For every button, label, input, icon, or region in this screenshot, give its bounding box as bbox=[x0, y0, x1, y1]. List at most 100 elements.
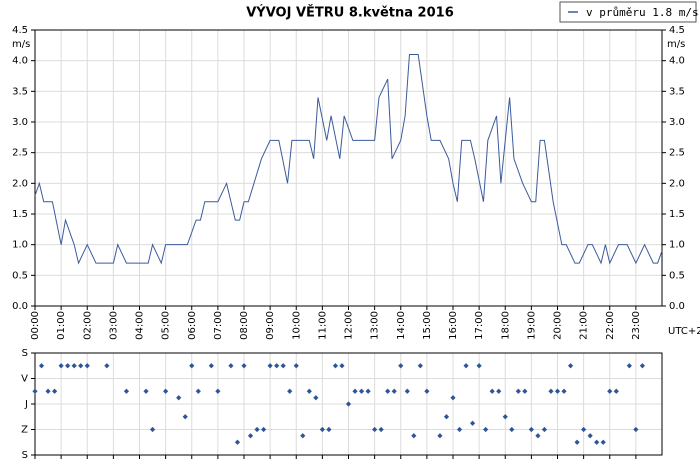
x-tick-label: 14:00 bbox=[396, 311, 407, 340]
direction-marker bbox=[313, 395, 319, 401]
direction-marker bbox=[541, 426, 548, 433]
direction-marker bbox=[456, 426, 463, 433]
direction-marker bbox=[143, 388, 149, 394]
direction-marker bbox=[437, 433, 443, 439]
y-tick-label: S bbox=[22, 450, 28, 460]
direction-marker bbox=[339, 363, 345, 369]
x-tick-label: 20:00 bbox=[553, 311, 564, 340]
direction-marker bbox=[247, 433, 254, 439]
direction-marker bbox=[613, 388, 619, 394]
y-unit: m/s bbox=[12, 39, 30, 50]
x-tick-label: 03:00 bbox=[108, 311, 119, 340]
y-tick-label-right: 2.0 bbox=[669, 178, 685, 189]
direction-marker bbox=[378, 426, 384, 433]
direction-marker bbox=[607, 388, 613, 394]
direction-marker bbox=[38, 363, 45, 369]
x-tick-label: 11:00 bbox=[317, 311, 328, 340]
direction-marker bbox=[306, 388, 312, 394]
direction-marker bbox=[372, 426, 378, 433]
direction-marker bbox=[509, 426, 515, 433]
x-tick-label: 22:00 bbox=[605, 311, 616, 340]
x-tick-label: 17:00 bbox=[474, 311, 485, 340]
direction-marker bbox=[78, 363, 84, 369]
direction-marker bbox=[411, 433, 417, 439]
direction-marker bbox=[450, 395, 456, 401]
y-tick-label-right: 3.0 bbox=[669, 117, 685, 128]
x-tick-label: 15:00 bbox=[422, 311, 433, 340]
legend-label: v průměru 1.8 m/s bbox=[586, 6, 699, 19]
y-tick-label: 4.0 bbox=[12, 56, 28, 67]
direction-marker bbox=[45, 388, 51, 394]
direction-marker bbox=[352, 388, 358, 394]
y-tick-label-right: 3.5 bbox=[669, 86, 685, 97]
direction-marker bbox=[176, 395, 182, 401]
y-tick-label: 3.0 bbox=[12, 117, 28, 128]
y-tick-label-right: 0.5 bbox=[669, 270, 685, 281]
wind-line bbox=[34, 54, 663, 265]
direction-marker bbox=[260, 426, 267, 433]
x-tick-label: 10:00 bbox=[291, 311, 302, 340]
y-tick-label: 3.5 bbox=[12, 86, 28, 97]
y-tick-label-right: 1.5 bbox=[669, 209, 685, 220]
direction-marker bbox=[548, 388, 554, 394]
y-tick-label: 1.0 bbox=[12, 240, 28, 251]
direction-marker bbox=[424, 388, 430, 394]
x-tick-label: 04:00 bbox=[135, 311, 146, 340]
direction-marker bbox=[319, 426, 325, 433]
x-tick-label: 09:00 bbox=[265, 311, 276, 340]
direction-marker bbox=[502, 414, 508, 420]
y-tick-label: 1.5 bbox=[12, 209, 28, 220]
direction-marker bbox=[587, 433, 593, 439]
y-tick-label: 4.5 bbox=[12, 25, 28, 36]
y-tick-label: 2.0 bbox=[12, 178, 28, 189]
direction-marker bbox=[300, 433, 306, 439]
direction-marker bbox=[496, 388, 502, 394]
direction-marker bbox=[208, 363, 214, 369]
direction-marker bbox=[385, 388, 391, 394]
direction-marker bbox=[51, 388, 58, 394]
direction-marker bbox=[398, 363, 404, 369]
direction-marker bbox=[32, 388, 38, 394]
y-tick-label: 0.0 bbox=[12, 301, 28, 312]
x-tick-label: 02:00 bbox=[82, 311, 93, 340]
y-tick-label-right: 2.5 bbox=[669, 148, 685, 159]
x-tick-label: 08:00 bbox=[239, 311, 250, 340]
y-tick-label: Z bbox=[21, 425, 28, 436]
direction-marker bbox=[476, 363, 482, 369]
x-tick-label: 00:00 bbox=[30, 311, 41, 340]
direction-marker bbox=[358, 388, 365, 394]
x-tick-label: 18:00 bbox=[500, 311, 511, 340]
y-unit-right: m/s bbox=[667, 39, 685, 50]
direction-marker bbox=[561, 388, 567, 394]
plot-frame bbox=[34, 352, 663, 456]
direction-marker bbox=[554, 388, 561, 394]
direction-marker bbox=[241, 363, 247, 369]
direction-marker bbox=[574, 439, 580, 445]
direction-marker bbox=[443, 414, 450, 420]
direction-marker bbox=[332, 363, 339, 369]
direction-marker bbox=[215, 388, 221, 394]
plot-frame bbox=[34, 29, 663, 307]
direction-marker bbox=[189, 363, 195, 369]
x-tick-label: 01:00 bbox=[56, 311, 67, 340]
x-tick-label: 05:00 bbox=[161, 311, 172, 340]
chart-title: VÝVOJ VĚTRU 8.května 2016 bbox=[246, 5, 454, 21]
y-tick-label: S bbox=[22, 348, 28, 359]
direction-marker bbox=[365, 388, 371, 394]
direction-marker bbox=[345, 401, 352, 407]
direction-marker bbox=[522, 388, 528, 394]
y-tick-label-right: 1.0 bbox=[669, 240, 685, 251]
direction-marker bbox=[639, 363, 646, 369]
direction-marker bbox=[535, 433, 541, 439]
direction-marker bbox=[84, 363, 90, 369]
direction-marker bbox=[626, 363, 632, 369]
direction-marker bbox=[280, 363, 286, 369]
x-tick-label: 16:00 bbox=[448, 311, 459, 340]
direction-marker bbox=[633, 426, 639, 433]
direction-marker bbox=[594, 439, 600, 445]
direction-marker bbox=[404, 388, 410, 394]
direction-marker bbox=[463, 363, 469, 369]
y-tick-label: J bbox=[24, 399, 28, 410]
x-tick-label: 12:00 bbox=[344, 311, 355, 340]
direction-marker bbox=[391, 388, 397, 394]
